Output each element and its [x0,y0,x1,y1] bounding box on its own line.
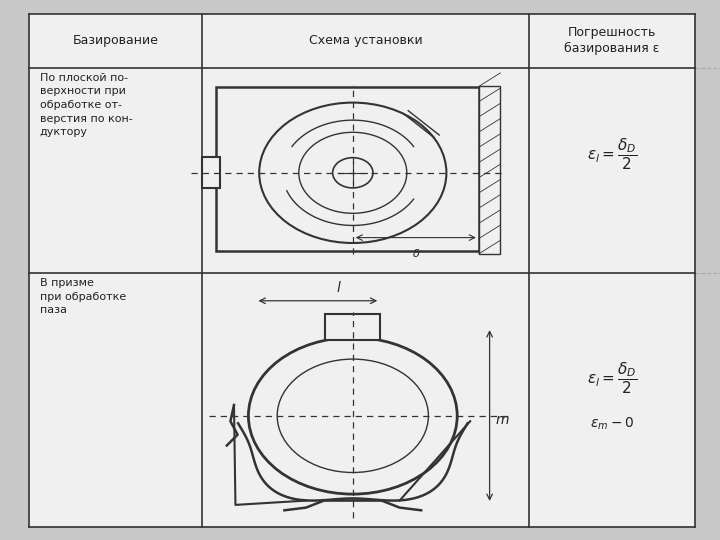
Polygon shape [202,68,529,273]
Polygon shape [529,68,695,273]
Polygon shape [529,14,695,68]
Polygon shape [529,68,695,273]
Polygon shape [202,68,529,273]
Polygon shape [529,273,695,526]
Text: Схема установки: Схема установки [309,34,422,47]
Polygon shape [479,86,500,254]
Circle shape [259,103,446,243]
Polygon shape [29,273,202,526]
Polygon shape [29,68,202,273]
Polygon shape [29,14,202,68]
Circle shape [248,338,457,494]
Text: $\delta$: $\delta$ [412,247,420,259]
Text: $m$: $m$ [495,413,510,427]
Text: В призме
при обработке
паза: В призме при обработке паза [40,278,126,315]
Polygon shape [29,68,202,273]
Polygon shape [325,314,380,340]
Polygon shape [216,87,479,251]
Text: $\varepsilon_l = \dfrac{\delta_D}{2}$: $\varepsilon_l = \dfrac{\delta_D}{2}$ [587,360,637,396]
Text: $l$: $l$ [336,280,341,295]
Polygon shape [529,14,695,68]
Polygon shape [202,14,529,68]
Circle shape [333,158,373,188]
Text: $\varepsilon_l = \dfrac{\delta_D}{2}$: $\varepsilon_l = \dfrac{\delta_D}{2}$ [587,136,637,172]
Text: Погрешность
базирования ε: Погрешность базирования ε [564,26,660,55]
Text: $\varepsilon_m - 0$: $\varepsilon_m - 0$ [590,416,634,432]
Polygon shape [29,14,202,68]
Polygon shape [202,273,529,526]
Polygon shape [202,157,220,188]
Polygon shape [202,14,529,68]
Text: Базирование: Базирование [72,34,158,47]
Text: По плоской по-
верхности при
обработке от-
верстия по кон-
дуктору: По плоской по- верхности при обработке о… [40,73,132,137]
